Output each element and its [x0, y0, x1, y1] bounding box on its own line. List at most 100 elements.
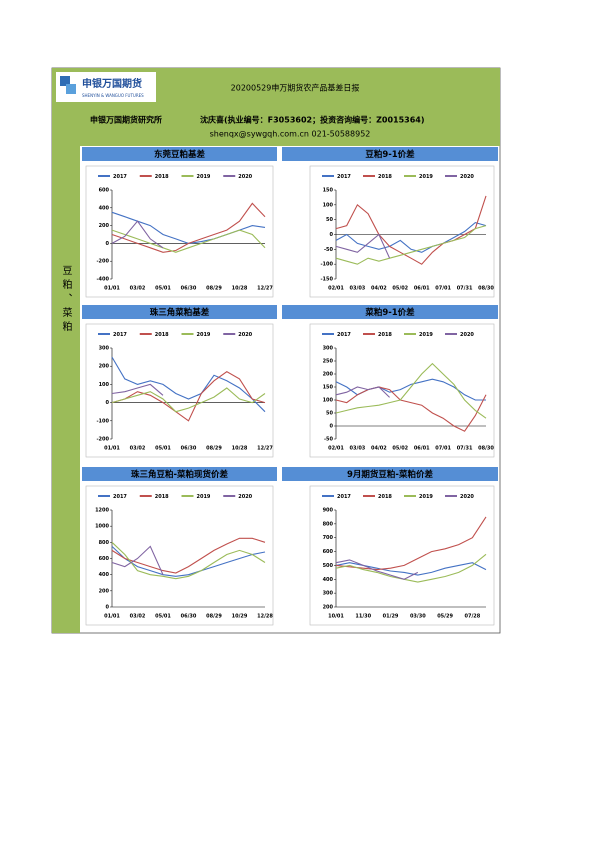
series-line	[111, 387, 266, 413]
x-tick-label: 05/02	[392, 446, 408, 452]
legend-label: 2020	[238, 332, 252, 338]
legend-label: 2018	[378, 494, 392, 500]
y-tick-label: -200	[96, 259, 109, 265]
y-tick-label: -400	[96, 277, 109, 283]
y-tick-label: 0	[106, 241, 110, 247]
y-tick-label: 1000	[95, 524, 109, 530]
y-tick-label: 600	[99, 556, 110, 562]
y-tick-label: 200	[99, 223, 110, 229]
y-tick-label: -100	[96, 418, 109, 424]
x-tick-label: 11/30	[355, 614, 371, 620]
x-tick-label: 01/01	[104, 614, 120, 620]
x-tick-label: 03/02	[130, 614, 146, 620]
y-tick-label: 200	[323, 605, 334, 611]
section-header	[282, 147, 498, 161]
x-tick-label: 01/01	[104, 286, 120, 292]
y-tick-label: -150	[320, 277, 333, 283]
x-tick-label: 12/27	[257, 446, 273, 452]
x-tick-label: 07/01	[435, 446, 451, 452]
chart-title: 珠三角菜粕基差	[150, 307, 210, 318]
x-tick-label: 07/31	[457, 286, 473, 292]
y-tick-label: -100	[320, 262, 333, 268]
legend-label: 2020	[460, 332, 474, 338]
legend-label: 2019	[419, 494, 433, 500]
series-line	[111, 537, 266, 574]
x-tick-label: 10/29	[232, 614, 248, 620]
y-tick-label: 400	[323, 577, 334, 583]
section-header	[282, 305, 498, 319]
x-tick-label: 06/30	[181, 446, 197, 452]
x-tick-label: 04/02	[371, 286, 387, 292]
x-tick-label: 05/29	[437, 614, 453, 620]
x-tick-label: 03/02	[130, 286, 146, 292]
y-tick-label: 200	[99, 364, 110, 370]
x-tick-label: 06/01	[414, 286, 430, 292]
chart-title: 珠三角豆粕-菜粕现货价差	[131, 469, 229, 480]
y-tick-label: 700	[323, 535, 334, 541]
y-tick-label: 400	[99, 572, 110, 578]
x-tick-label: 02/01	[328, 446, 344, 452]
series-line	[335, 386, 487, 432]
y-tick-label: 600	[99, 188, 110, 194]
series-line	[335, 362, 487, 419]
series-line	[111, 546, 266, 577]
x-tick-label: 02/01	[328, 286, 344, 292]
legend-label: 2018	[378, 332, 392, 338]
series-line	[335, 553, 487, 583]
legend-label: 2017	[337, 494, 351, 500]
x-tick-label: 05/02	[392, 286, 408, 292]
section-header	[82, 147, 277, 161]
title: 20200529申万期货农产品基差日报	[231, 83, 360, 93]
x-tick-label: 05/01	[155, 446, 171, 452]
legend-label: 2020	[238, 174, 252, 180]
series-line	[111, 371, 266, 422]
y-tick-label: 0	[330, 232, 334, 238]
x-tick-label: 08/29	[206, 614, 222, 620]
x-tick-label: 12/28	[257, 614, 273, 620]
legend-label: 2020	[460, 174, 474, 180]
side-bg	[52, 146, 80, 633]
chart-title: 豆粕9-1价差	[365, 149, 415, 160]
logo-subtext: SHENYIN & WANGUO FUTURES	[82, 93, 144, 98]
x-tick-label: 03/30	[410, 614, 426, 620]
y-tick-label: 500	[323, 563, 334, 569]
y-tick-label: 300	[323, 591, 334, 597]
series-line	[111, 541, 266, 580]
x-tick-label: 08/30	[478, 446, 494, 452]
y-tick-label: 800	[323, 521, 334, 527]
y-tick-label: 600	[323, 549, 334, 555]
x-tick-label: 08/29	[206, 286, 222, 292]
series-line	[111, 356, 266, 413]
x-tick-label: 08/30	[478, 286, 494, 292]
legend-label: 2019	[419, 332, 433, 338]
x-tick-label: 10/28	[232, 286, 248, 292]
series-line	[111, 545, 164, 575]
logo-icon	[60, 76, 70, 86]
y-tick-label: 200	[323, 372, 334, 378]
y-tick-label: 400	[99, 205, 110, 211]
y-tick-label: 0	[106, 605, 110, 611]
x-tick-label: 07/01	[435, 286, 451, 292]
x-tick-label: 10/01	[328, 614, 344, 620]
chart-frame	[309, 323, 495, 458]
section-header	[282, 467, 498, 481]
legend-label: 2017	[337, 332, 351, 338]
y-tick-label: 900	[323, 508, 334, 514]
x-tick-label: 06/01	[414, 446, 430, 452]
series-line	[335, 559, 419, 580]
series-line	[111, 220, 164, 249]
legend-label: 2017	[113, 332, 127, 338]
y-tick-label: 0	[106, 400, 110, 406]
y-tick-label: 50	[326, 411, 333, 417]
chart-frame	[309, 165, 495, 298]
chart-frame	[85, 323, 274, 458]
series-line	[335, 386, 390, 398]
x-tick-label: 06/30	[181, 286, 197, 292]
y-tick-label: -50	[324, 437, 334, 443]
y-tick-label: 800	[99, 540, 110, 546]
chart-title: 东莞豆粕基差	[154, 149, 206, 160]
x-tick-label: 04/02	[371, 446, 387, 452]
institute: 申银万国期货研究所	[90, 115, 162, 125]
legend-label: 2017	[113, 174, 127, 180]
